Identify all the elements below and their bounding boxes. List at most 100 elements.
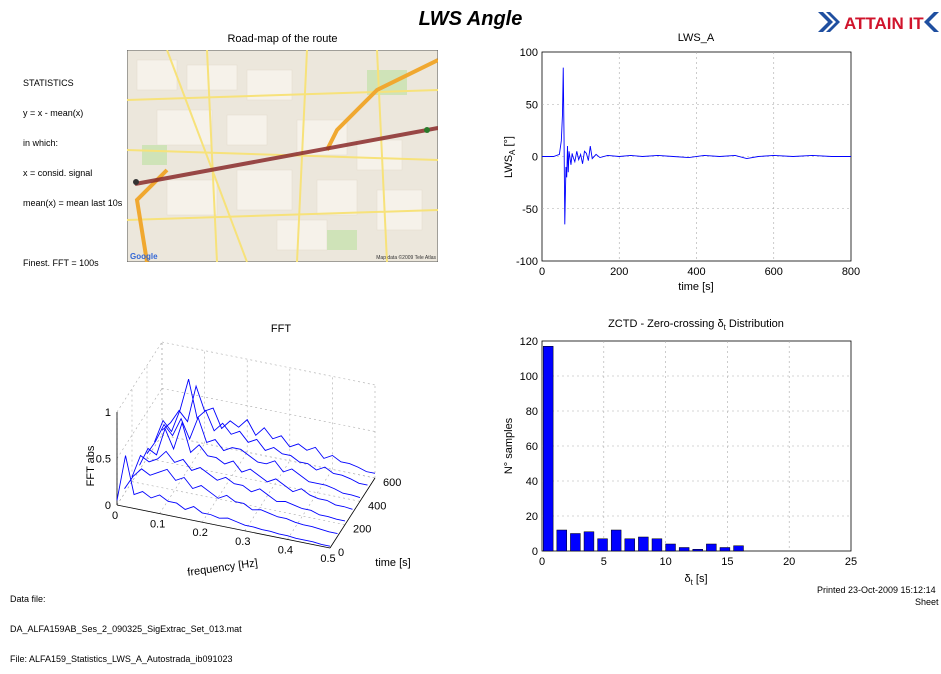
map-pin-icon <box>133 179 139 185</box>
lws-ylabel-main: LWS <box>503 155 515 178</box>
zctd-bar <box>583 531 595 552</box>
fft-series-line <box>154 379 368 486</box>
lws-y-tick-label: 50 <box>526 99 538 111</box>
fft-grid-line <box>244 460 291 531</box>
fft-series-group <box>116 379 376 547</box>
zctd-x-tick-label: 5 <box>601 556 607 568</box>
logo-text: ATTAIN IT <box>844 14 924 33</box>
fft-grid-line <box>116 341 163 413</box>
printed-timestamp: Printed 23-Oct-2009 15:12:14 <box>817 585 936 595</box>
map-title: Road-map of the route <box>227 33 338 45</box>
zctd-title-prefix: ZCTD - Zero-crossing δ <box>608 318 724 330</box>
map-pin-icon <box>424 127 430 133</box>
fft-x-tick-label: 0.2 <box>193 527 208 539</box>
fft-x-tick-label: 0.5 <box>320 553 335 565</box>
fft-grid-line <box>201 452 248 523</box>
zctd-bar <box>692 549 703 552</box>
stats-line: in which: <box>23 138 59 148</box>
lws-tick-labels: 0 200 400 600 800 -100 -50 0 50 100 <box>516 47 860 278</box>
map-blocks <box>136 59 423 251</box>
page-title: LWS Angle <box>418 8 523 30</box>
zctd-bar <box>678 547 690 552</box>
zctd-bar <box>706 543 717 552</box>
map-streets <box>127 50 438 262</box>
lws-y-tick-label: -50 <box>522 204 538 216</box>
fft-grid-line <box>161 341 376 386</box>
fft-grid-line <box>161 388 376 432</box>
zctd-title-sub: t <box>724 323 727 332</box>
map-credit: Map data ©2009 Tele Atlas <box>376 254 436 261</box>
lws-x-tick-label: 0 <box>539 266 545 278</box>
footer-file-info: Data file: DA_ALFA159AB_Ses_2_090325_Sig… <box>10 574 242 674</box>
fft-grid-line <box>116 434 163 506</box>
fft-y-axis-label: time [s] <box>375 557 410 569</box>
zctd-bar <box>556 529 567 552</box>
fft-x-tick-label: 0 <box>112 510 118 522</box>
lws-x-axis-label: time [s] <box>678 281 713 293</box>
lws-y-tick-label: 100 <box>520 47 538 59</box>
fft-x-tick-label: 0.1 <box>150 519 165 531</box>
zctd-x-tick-label: 25 <box>845 556 857 568</box>
fft-grid-line <box>287 469 333 540</box>
zctd-x-tick-label: 15 <box>721 556 733 568</box>
footer-line: File: ALFA159_Statistics_LWS_A_Autostrad… <box>10 654 233 664</box>
zctd-bar <box>610 529 622 552</box>
zctd-bars <box>542 346 744 552</box>
zctd-bar <box>597 538 608 552</box>
lws-y-axis-label: LWSA [°] <box>503 136 517 178</box>
fft-y-tick-label: 0 <box>338 547 344 559</box>
fft-axes-frame <box>116 341 376 549</box>
lws-y-tick-label: -100 <box>516 256 538 268</box>
zctd-y-tick-label: 40 <box>526 476 538 488</box>
map-brand: Google <box>130 252 158 261</box>
chevron-left-icon <box>924 12 939 32</box>
fft-series-line <box>124 468 338 534</box>
fft-y-tick-label: 200 <box>353 524 371 536</box>
zctd-x-tick-label: 0 <box>539 556 545 568</box>
lws-series-line <box>542 67 851 225</box>
stats-line: x = consid. signal <box>23 168 93 178</box>
zctd-bar <box>624 538 635 552</box>
fft-series-line <box>146 416 361 499</box>
fft-x-axis <box>116 504 331 549</box>
fft-series-line <box>139 421 353 510</box>
fft-grid-line <box>116 388 163 459</box>
fft-grid-line <box>131 481 346 525</box>
zctd-y-tick-label: 120 <box>520 336 538 348</box>
fft-series-line <box>116 455 331 547</box>
stats-line: y = x - mean(x) <box>23 108 84 118</box>
lws-x-tick-label: 800 <box>842 266 860 278</box>
fft-z-axis-label: FFT abs <box>85 445 97 486</box>
fft-z-tick-label: 0 <box>105 500 111 512</box>
fft-x-tick-label: 0.4 <box>278 544 293 556</box>
chevron-right-icon <box>818 12 840 32</box>
footer-line: Data file: <box>10 594 46 604</box>
zctd-bar <box>665 543 676 552</box>
zctd-xlabel-sub: t <box>691 578 694 587</box>
zctd-chart-title: ZCTD - Zero-crossing δt Distribution <box>608 318 784 332</box>
stats-line: STATISTICS <box>23 78 74 88</box>
zctd-xlabel-unit: [s] <box>693 573 708 585</box>
fft-z-tick-label: 1 <box>105 407 111 419</box>
zctd-y-tick-label: 80 <box>526 406 538 418</box>
zctd-bar <box>570 533 581 552</box>
stats-line: Finest. FFT = 100s <box>23 258 99 268</box>
lws-y-tick-label: 0 <box>532 152 538 164</box>
zctd-bar-chart: ZCTD - Zero-crossing δt Distribution 0 5 1… <box>503 318 857 587</box>
stats-line <box>23 228 122 238</box>
zctd-x-axis-label: δt [s] <box>684 573 707 587</box>
lws-line-chart: LWS_A 0 200 400 600 800 -100 -50 0 50 100 time [s… <box>503 32 860 293</box>
zctd-x-tick-label: 10 <box>659 556 671 568</box>
fft-y-axis <box>329 477 376 549</box>
fft-series-line <box>131 450 346 522</box>
route-map: Google Map data ©2009 Tele Atlas <box>127 50 438 262</box>
footer-line: DA_ALFA159AB_Ses_2_090325_SigExtrac_Set_… <box>10 624 242 634</box>
lws-ylabel-sub: A <box>508 149 517 155</box>
fft-y-tick-label: 400 <box>368 500 386 512</box>
fft-grid-line <box>161 434 376 479</box>
statistics-notes: STATISTICS y = x - mean(x) in which: x =… <box>23 58 122 278</box>
zctd-bar <box>651 538 663 552</box>
lws-ylabel-unit: [°] <box>503 136 515 150</box>
